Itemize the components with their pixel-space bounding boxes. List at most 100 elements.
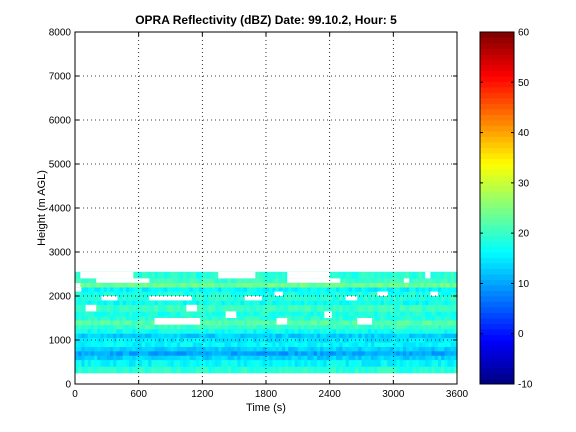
reflectivity-cell	[380, 278, 385, 284]
reflectivity-cell	[332, 324, 337, 330]
reflectivity-cell	[103, 291, 108, 297]
reflectivity-cell	[189, 300, 194, 306]
reflectivity-cell	[211, 287, 216, 292]
colorbar-swatch	[480, 323, 514, 330]
reflectivity-cell	[323, 342, 328, 347]
reflectivity-cell	[246, 351, 251, 356]
reflectivity-cell	[192, 355, 197, 361]
reflectivity-cell	[336, 320, 340, 325]
reflectivity-cell	[275, 329, 280, 334]
reflectivity-cell	[291, 351, 296, 356]
reflectivity-cell	[307, 351, 312, 356]
reflectivity-cell	[87, 324, 92, 330]
reflectivity-cell	[205, 329, 210, 334]
reflectivity-cell	[160, 304, 165, 312]
colorbar-swatch	[480, 263, 514, 269]
reflectivity-cell	[132, 311, 137, 317]
reflectivity-cell	[157, 329, 162, 334]
reflectivity-cell	[361, 291, 366, 297]
reflectivity-cell	[122, 337, 127, 343]
reflectivity-cell	[87, 333, 92, 339]
reflectivity-cell	[415, 333, 420, 339]
reflectivity-cell	[355, 329, 359, 334]
reflectivity-cell	[234, 355, 238, 361]
reflectivity-cell	[320, 346, 324, 352]
reflectivity-cell	[202, 296, 207, 301]
reflectivity-cell	[332, 366, 337, 374]
reflectivity-cell	[269, 355, 273, 361]
reflectivity-cell	[421, 287, 426, 292]
reflectivity-cell	[444, 337, 449, 343]
reflectivity-cell	[84, 291, 89, 297]
reflectivity-cell	[374, 271, 379, 279]
reflectivity-cell	[332, 346, 337, 352]
reflectivity-cell	[167, 311, 172, 317]
reflectivity-cell	[304, 291, 308, 297]
reflectivity-cell	[195, 304, 200, 312]
reflectivity-cell	[338, 282, 342, 288]
reflectivity-cell	[288, 311, 293, 317]
reflectivity-cell	[145, 346, 149, 352]
reflectivity-cell	[369, 282, 374, 288]
reflectivity-cell	[425, 296, 429, 301]
reflectivity-cell	[151, 278, 156, 284]
reflectivity-cell	[310, 337, 315, 343]
reflectivity-cell	[157, 351, 162, 356]
reflectivity-cell	[434, 315, 439, 321]
reflectivity-cell	[173, 278, 178, 284]
reflectivity-cell	[304, 333, 308, 339]
reflectivity-cell	[380, 346, 385, 352]
reflectivity-cell	[221, 300, 226, 306]
reflectivity-cell	[132, 320, 137, 325]
reflectivity-cell	[402, 346, 407, 352]
reflectivity-cell	[106, 287, 111, 292]
reflectivity-cell	[441, 296, 445, 301]
reflectivity-cell	[246, 346, 251, 352]
reflectivity-cell	[399, 291, 404, 297]
reflectivity-cell	[399, 351, 404, 356]
reflectivity-cell	[87, 366, 92, 374]
reflectivity-cell	[320, 333, 324, 339]
reflectivity-cell	[339, 359, 343, 367]
reflectivity-cell	[447, 315, 452, 321]
reflectivity-cell	[402, 300, 407, 306]
reflectivity-cell	[230, 320, 235, 325]
reflectivity-cell	[393, 304, 398, 312]
reflectivity-cell	[350, 282, 355, 288]
reflectivity-cell	[135, 315, 140, 321]
reflectivity-cell	[367, 342, 372, 347]
reflectivity-cell	[157, 359, 162, 367]
reflectivity-cell	[234, 351, 238, 356]
reflectivity-cell	[199, 300, 203, 306]
reflectivity-cell	[272, 287, 277, 292]
reflectivity-cell	[434, 311, 439, 317]
reflectivity-cell	[97, 324, 102, 330]
reflectivity-cell	[402, 311, 407, 317]
reflectivity-layer	[75, 324, 458, 330]
reflectivity-cell	[90, 315, 95, 321]
reflectivity-cell	[135, 329, 140, 334]
reflectivity-cell	[199, 359, 203, 367]
reflectivity-cell	[90, 324, 95, 330]
reflectivity-cell	[199, 342, 203, 347]
reflectivity-cell	[342, 296, 347, 301]
reflectivity-cell	[103, 315, 108, 321]
reflectivity-cell	[313, 304, 318, 312]
reflectivity-cell	[406, 359, 410, 367]
reflectivity-cell	[218, 287, 223, 292]
reflectivity-cell	[444, 304, 449, 312]
colorbar-swatch	[480, 296, 514, 302]
reflectivity-cell	[253, 300, 258, 306]
reflectivity-cell	[269, 304, 273, 312]
reflectivity-cell	[180, 359, 184, 367]
reflectivity-cell	[151, 287, 156, 292]
y-tick-label: 0	[65, 380, 71, 391]
reflectivity-cell	[360, 282, 365, 288]
reflectivity-cell	[415, 278, 420, 284]
reflectivity-cell	[304, 287, 308, 292]
reflectivity-cell	[361, 311, 366, 317]
reflectivity-cell	[205, 271, 210, 279]
reflectivity-cell	[132, 329, 137, 334]
reflectivity-cell	[396, 291, 401, 297]
reflectivity-cell	[310, 320, 315, 325]
